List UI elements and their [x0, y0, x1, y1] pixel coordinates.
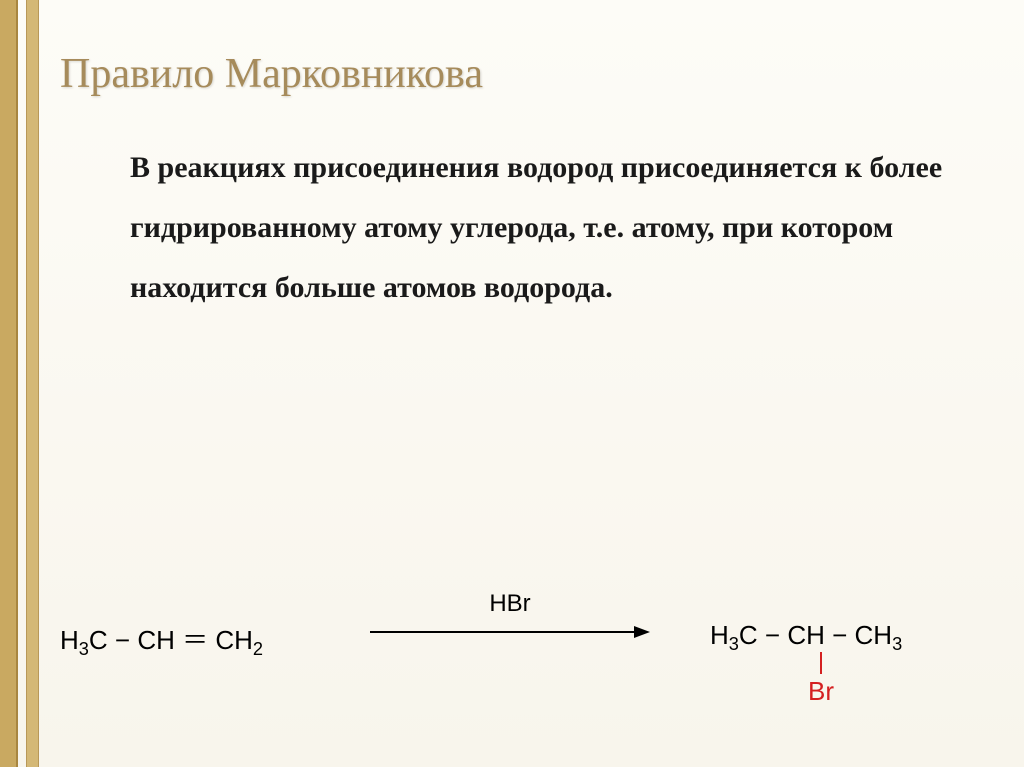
substituent-label: Br	[808, 676, 834, 707]
reaction-arrow-container: HBr	[370, 590, 650, 642]
reagent-label: HBr	[370, 590, 650, 618]
substituent-bond	[820, 652, 822, 674]
chemical-reaction: H3C − CH ＝ CH2 HBr H3C − CH − CH3 Br	[60, 560, 960, 710]
slide-content: Правило Марковникова В реакциях присоеди…	[60, 50, 984, 318]
arrow-icon	[370, 622, 650, 642]
slide-border-outer	[0, 0, 18, 767]
slide-title: Правило Марковникова	[60, 50, 984, 98]
reactant-formula: H3C − CH ＝ CH2	[60, 620, 263, 660]
slide-body-text: В реакциях присоединения водород присоед…	[60, 138, 984, 318]
product-formula: H3C − CH − CH3	[710, 620, 902, 655]
slide-border-inner	[26, 0, 39, 767]
